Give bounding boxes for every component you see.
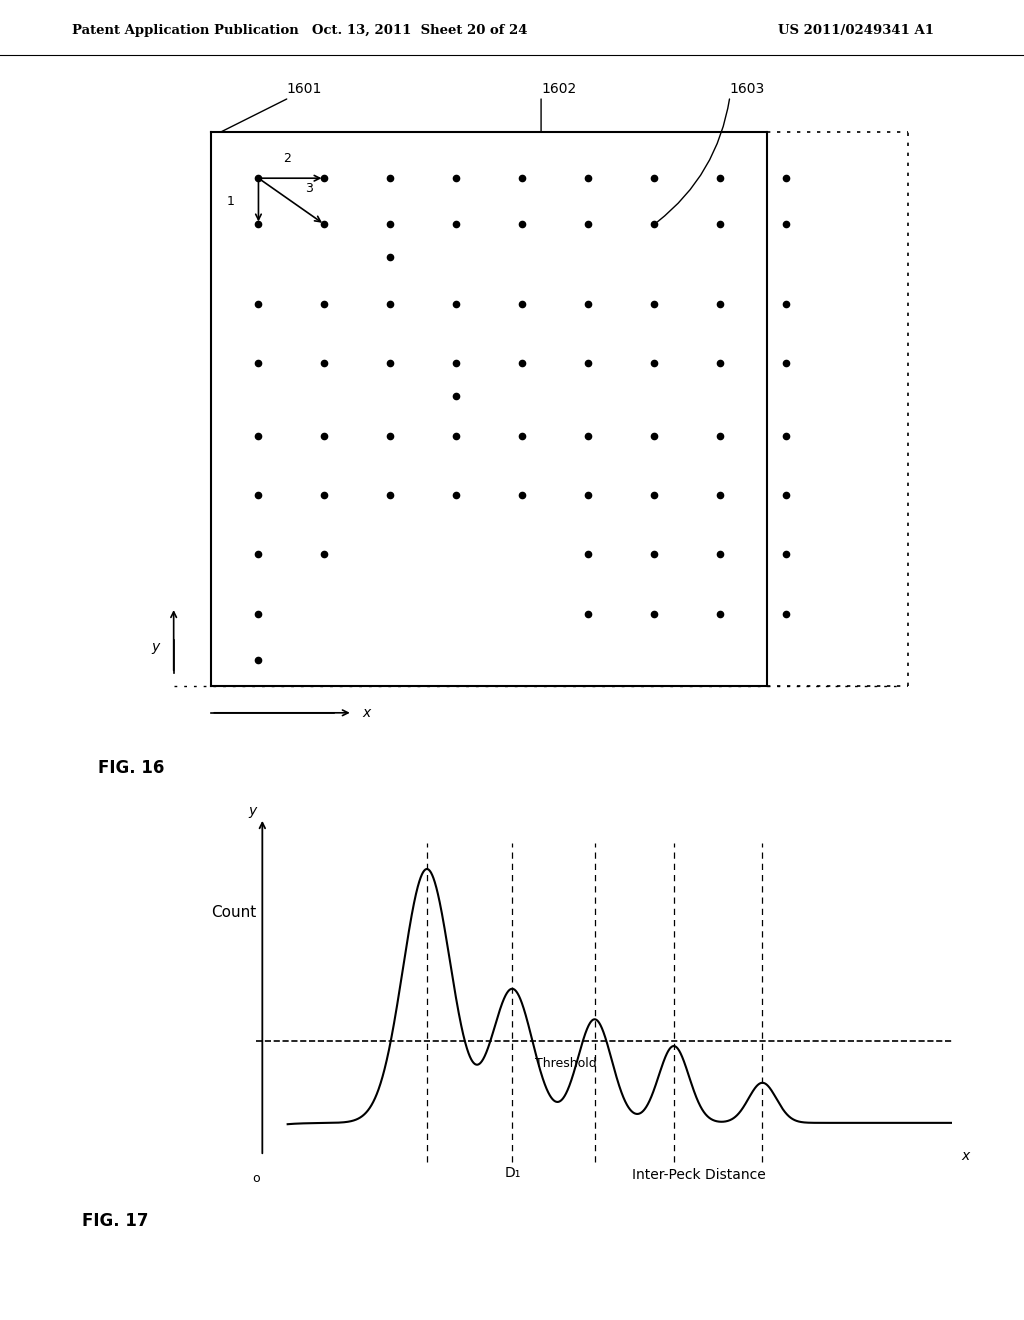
Text: y: y (249, 804, 257, 818)
Text: Oct. 13, 2011  Sheet 20 of 24: Oct. 13, 2011 Sheet 20 of 24 (312, 24, 527, 37)
Text: Inter-Peck Distance: Inter-Peck Distance (632, 1168, 766, 1181)
Text: 2: 2 (283, 152, 291, 165)
Text: 1602: 1602 (541, 82, 577, 96)
Text: x: x (362, 706, 371, 719)
Text: o: o (252, 1172, 260, 1185)
Text: 3: 3 (305, 182, 313, 194)
Text: y: y (152, 640, 160, 653)
Text: 1601: 1601 (287, 82, 323, 96)
Text: D₁: D₁ (504, 1166, 520, 1180)
Text: Patent Application Publication: Patent Application Publication (72, 24, 298, 37)
Text: 1603: 1603 (729, 82, 765, 96)
Text: 1: 1 (227, 195, 234, 207)
Text: FIG. 17: FIG. 17 (82, 1212, 148, 1230)
Text: US 2011/0249341 A1: US 2011/0249341 A1 (778, 24, 934, 37)
Text: Count: Count (211, 906, 256, 920)
Text: FIG. 16: FIG. 16 (98, 759, 165, 777)
Text: Threshold: Threshold (535, 1057, 596, 1071)
Text: x: x (962, 1150, 970, 1163)
